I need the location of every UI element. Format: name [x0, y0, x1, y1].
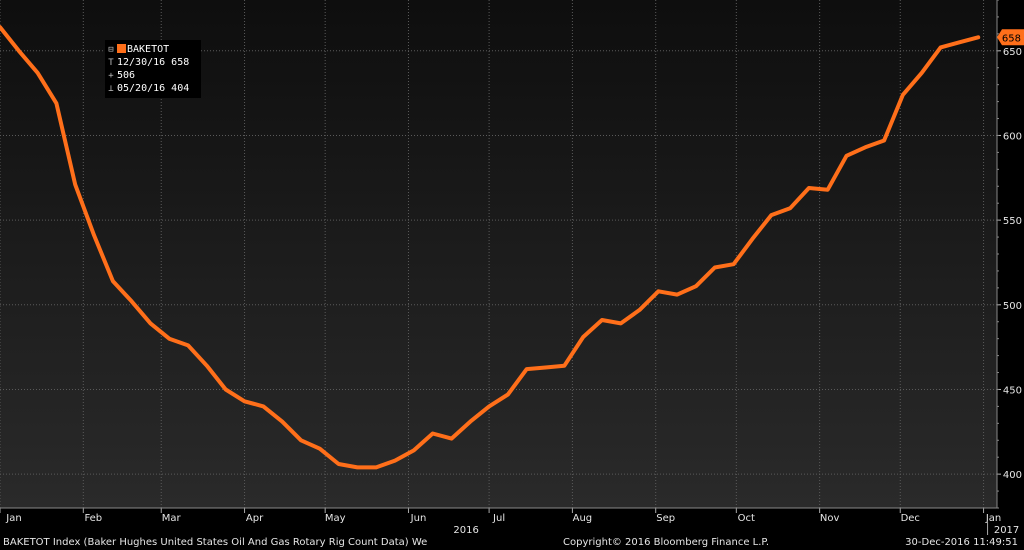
gridlines	[0, 0, 997, 508]
footer-timestamp: 30-Dec-2016 11:49:51	[905, 537, 1018, 548]
legend-box: ⊟ BAKETOT T 12/30/16 658 +506 ⊥ 05/20/16 40…	[105, 40, 201, 98]
low-marker-icon: ⊥	[108, 84, 114, 94]
legend-high-row: T 12/30/16 658	[105, 56, 190, 69]
last-value-tag	[997, 29, 1024, 46]
legend-swatch	[117, 44, 126, 53]
x-axis: Jan Feb Mar Apr May Jun Jul Aug Sep Oct Nov Dec Jan2…	[0, 507, 1019, 535]
last-value-label: 658	[1002, 33, 1021, 44]
x-tick-label: Jun	[410, 513, 427, 524]
x-tick-label: Feb	[84, 513, 102, 524]
legend-average-value: 506	[117, 70, 136, 81]
x-tick-label: Jul	[492, 513, 505, 524]
y-tick-label: 600	[1003, 131, 1022, 142]
x-tick-label: Jan	[5, 513, 21, 524]
x-tick-label: Dec	[901, 513, 920, 524]
x-tick-label: Mar	[162, 513, 182, 524]
legend-series-name: BAKETOT	[127, 44, 170, 55]
y-tick-label: 400	[1003, 470, 1022, 481]
x-tick-label: Apr	[246, 513, 264, 524]
legend-high-value: 12/30/16 658	[117, 57, 190, 68]
average-marker-icon: +	[108, 71, 114, 81]
x-year-label: 2017	[994, 525, 1019, 535]
y-axis: 400 450 500 550 600 650 658	[996, 0, 1024, 509]
series-layer	[0, 25, 981, 470]
y-tick-label: 650	[1003, 47, 1022, 58]
line-chart: 400 450 500 550 600 650 658 Jan Feb Mar Apr May Jun…	[0, 0, 1024, 535]
x-tick-label: Oct	[738, 513, 755, 524]
x-tick-label: Nov	[820, 513, 840, 524]
legend-average-row: +506	[105, 69, 136, 82]
x-tick-label: May	[325, 513, 346, 524]
legend-series-row: ⊟ BAKETOT	[105, 43, 170, 56]
y-tick-label: 500	[1003, 301, 1022, 312]
high-marker-icon: T	[108, 58, 114, 68]
x-tick-label: Sep	[656, 513, 675, 524]
x-tick-label: Jan	[985, 513, 1001, 524]
x-tick-label: Aug	[573, 513, 593, 524]
series-line	[0, 25, 981, 470]
y-tick-label: 450	[1003, 385, 1022, 396]
footer-description: BAKETOT Index (Baker Hughes United State…	[3, 537, 428, 548]
legend-low-row: ⊥ 05/20/16 404	[105, 82, 190, 95]
footer-bar: BAKETOT Index (Baker Hughes United State…	[0, 535, 1024, 550]
y-tick-label: 550	[1003, 216, 1022, 227]
x-year-label: 2016	[453, 525, 478, 535]
legend-low-value: 05/20/16 404	[117, 83, 190, 94]
tree-expand-icon: ⊟	[108, 45, 114, 55]
footer-copyright: Copyright© 2016 Bloomberg Finance L.P.	[563, 537, 770, 548]
